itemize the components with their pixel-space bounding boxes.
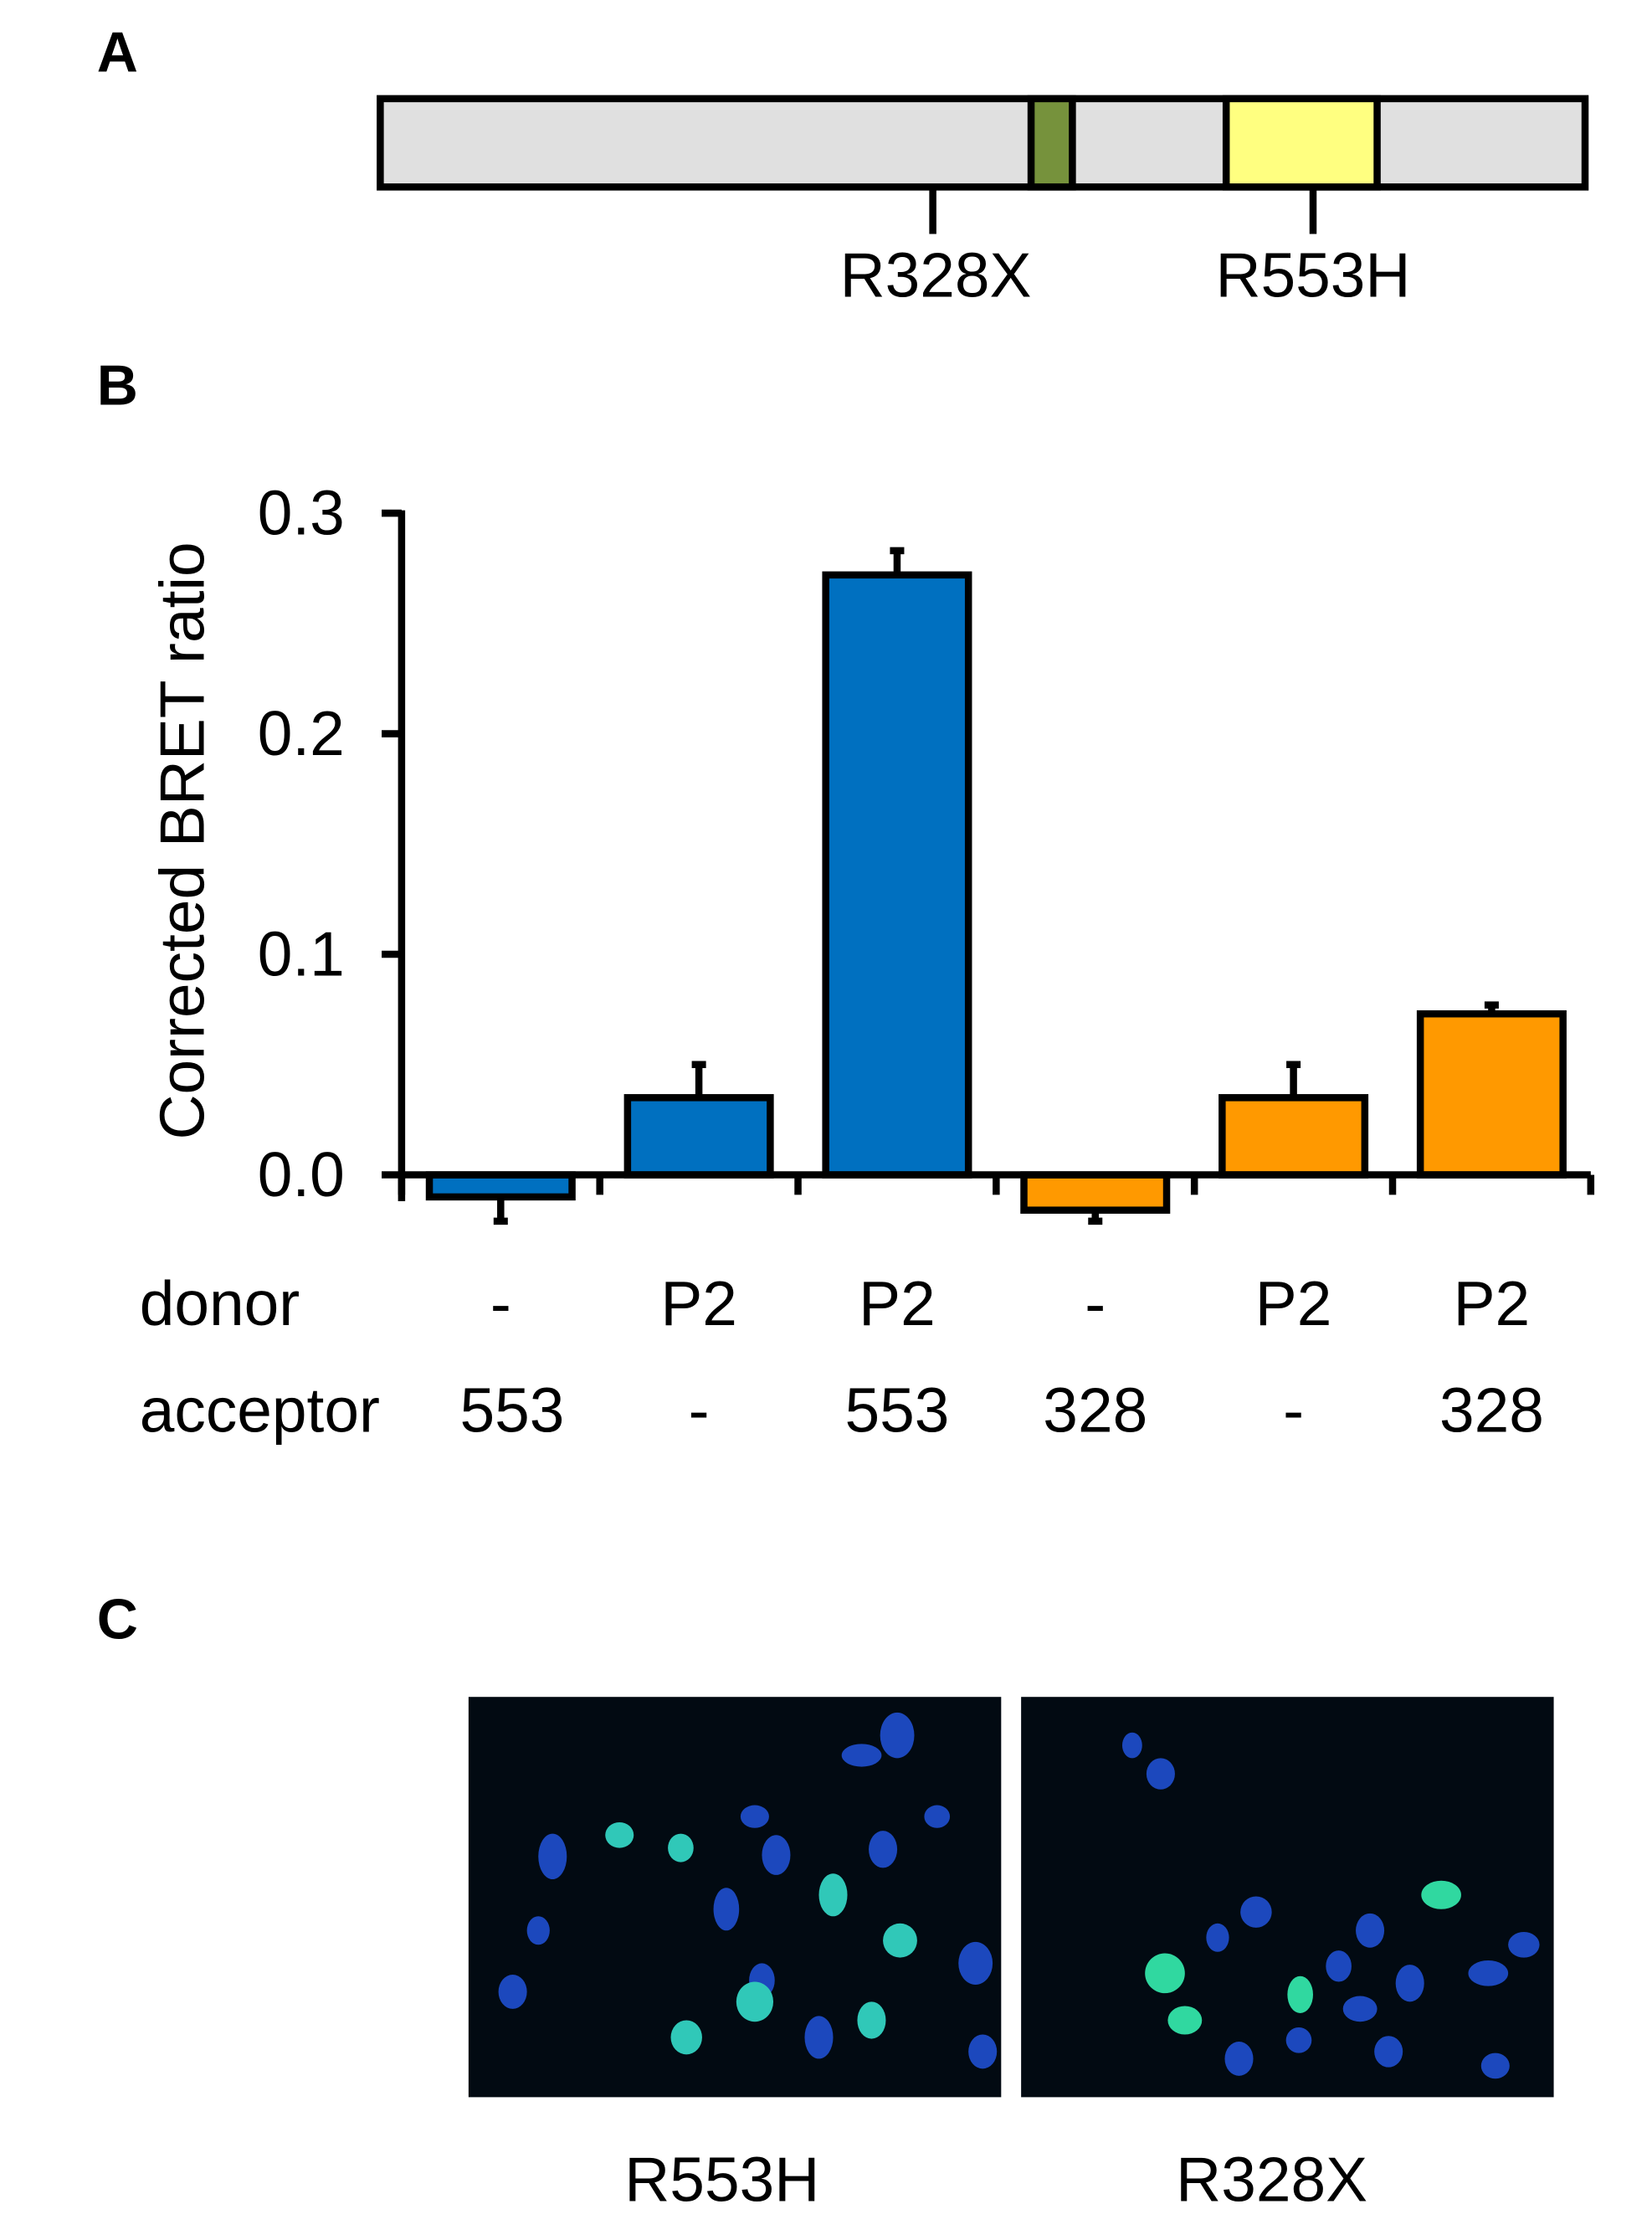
micrograph xyxy=(1021,1697,1554,2098)
nuclei xyxy=(1121,1732,1540,2079)
panel-label: C xyxy=(97,1587,138,1651)
category-label: 553 xyxy=(844,1375,949,1446)
micrograph-label: R328X xyxy=(1176,2145,1367,2215)
row-label: acceptor xyxy=(140,1375,380,1446)
y-tick-label: 0.0 xyxy=(258,1139,345,1210)
domain xyxy=(1222,95,1381,191)
micrograph-label: R553H xyxy=(624,2145,819,2215)
y-tick-label: 0.1 xyxy=(258,919,345,989)
bar xyxy=(1218,1094,1369,1179)
category-label: - xyxy=(490,1268,511,1338)
category-label: - xyxy=(689,1375,710,1446)
category-label: P2 xyxy=(859,1268,936,1338)
panel-label: A xyxy=(97,21,138,85)
category-label: - xyxy=(1085,1268,1106,1338)
nuclei xyxy=(498,1712,998,2069)
transfected-nuclei xyxy=(605,1821,917,2055)
category-label: P2 xyxy=(1454,1268,1531,1338)
bar-chart: Corrected BRET ratio 0.0 0.1 0.2 0.3 - 553 P2 -… xyxy=(140,478,1595,1446)
mutation-label: R553H xyxy=(1215,239,1410,310)
category-label: P2 xyxy=(1255,1268,1332,1338)
mutation-label: R328X xyxy=(840,239,1032,310)
category-label: 553 xyxy=(459,1375,564,1446)
protein-bar xyxy=(377,95,1589,191)
bar xyxy=(623,1094,774,1179)
y-tick-label: 0.2 xyxy=(258,698,345,768)
bar xyxy=(822,571,972,1179)
micrographs: R553H R328X xyxy=(468,1697,1554,2215)
y-tick-label: 0.3 xyxy=(258,478,345,548)
row-label: donor xyxy=(140,1268,300,1338)
bar xyxy=(1416,1010,1567,1179)
y-axis-title: Corrected BRET ratio xyxy=(146,542,217,1139)
panel-label: B xyxy=(97,354,138,418)
protein-diagram: R328X R553H xyxy=(377,95,1589,310)
category-label: P2 xyxy=(660,1268,737,1338)
category-label: 328 xyxy=(1043,1375,1147,1446)
category-label: 328 xyxy=(1439,1375,1544,1446)
category-label: - xyxy=(1283,1375,1304,1446)
transfected-nuclei xyxy=(1145,1880,1461,2035)
domain xyxy=(1027,95,1076,191)
bar xyxy=(1020,1171,1171,1214)
